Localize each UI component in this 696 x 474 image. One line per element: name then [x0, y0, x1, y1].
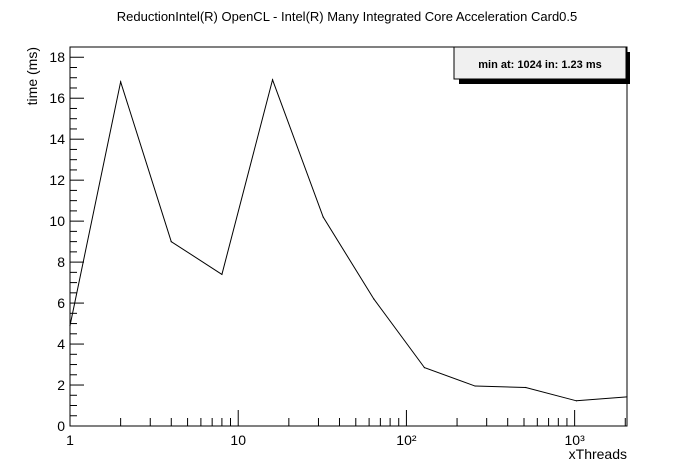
y-tick-label: 14 — [49, 131, 65, 147]
data-point — [423, 367, 426, 369]
data-point — [69, 325, 71, 327]
y-axis-title: time (ms) — [24, 47, 40, 105]
data-point — [525, 386, 527, 389]
y-tick-label: 16 — [49, 90, 65, 106]
x-tick-label: 1 — [66, 432, 74, 448]
data-point — [373, 298, 375, 300]
data-point — [626, 396, 628, 398]
x-tick-label: 10³ — [565, 432, 586, 448]
data-point — [170, 241, 172, 243]
y-tick-label: 6 — [57, 295, 65, 311]
data-point — [322, 216, 324, 218]
y-tick-label: 0 — [57, 418, 65, 434]
x-axis-title: xThreads — [569, 446, 627, 462]
data-point — [474, 385, 476, 387]
chart-title: ReductionIntel(R) OpenCL - Intel(R) Many… — [117, 9, 578, 24]
plot-frame — [69, 46, 628, 427]
stats-box-text: min at: 1024 in: 1.23 ms — [478, 59, 602, 71]
x-axis: 1 10 10² 10³ — [66, 410, 626, 448]
y-axis: 0 2 4 6 8 10 12 14 16 18 — [49, 46, 84, 434]
x-tick-label: 10² — [396, 432, 417, 448]
data-point — [271, 79, 274, 81]
y-tick-label: 10 — [49, 213, 65, 229]
y-tick-label: 2 — [57, 377, 65, 393]
x-tick-label: 10 — [230, 432, 246, 448]
data-point — [120, 81, 122, 83]
data-point — [221, 273, 223, 275]
y-tick-label: 12 — [49, 172, 65, 188]
stats-box-frame — [453, 46, 627, 80]
data-point — [575, 400, 577, 402]
y-tick-label: 8 — [57, 254, 65, 270]
stats-box: min at: 1024 in: 1.23 ms — [453, 46, 630, 84]
y-tick-label: 4 — [57, 336, 65, 352]
y-tick-label: 18 — [49, 49, 65, 65]
data-points — [69, 79, 628, 402]
series-line — [69, 78, 628, 402]
